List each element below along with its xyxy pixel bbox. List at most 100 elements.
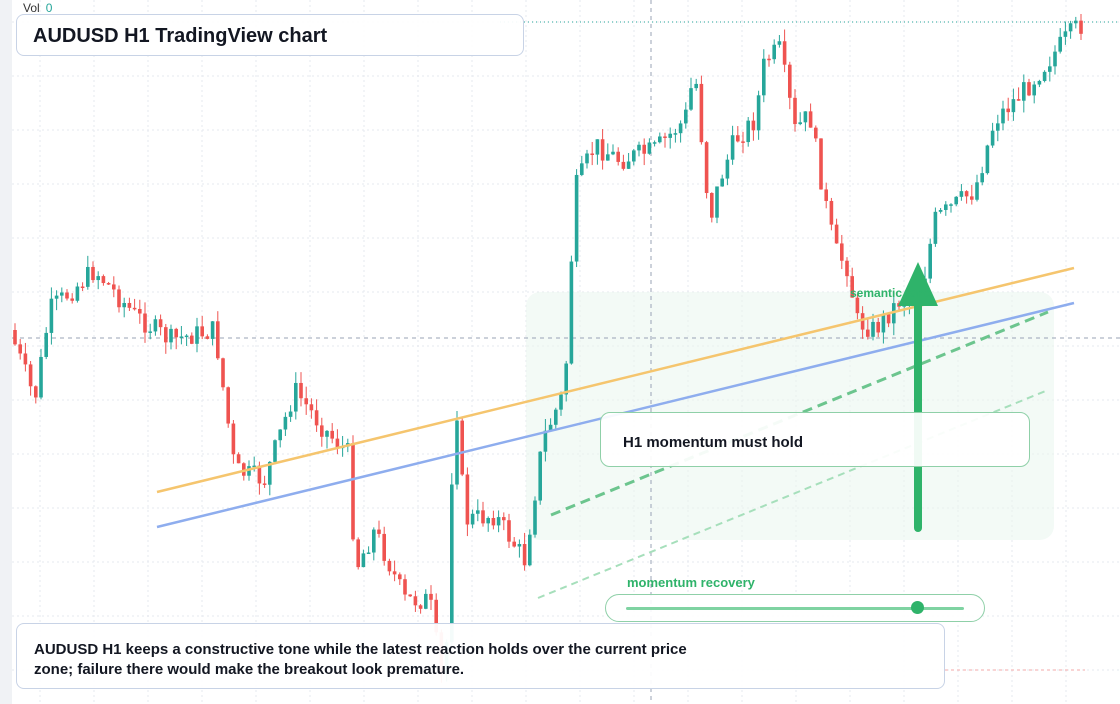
candle-body (96, 276, 100, 281)
summary-text: AUDUSD H1 keeps a constructive tone whil… (34, 641, 687, 678)
candle-body (112, 284, 116, 290)
candle-body (242, 463, 246, 476)
candle-body (710, 193, 714, 218)
momentum-slider[interactable] (605, 594, 985, 622)
candle-body (876, 321, 880, 333)
candle-body (476, 510, 480, 514)
candle-body (127, 302, 132, 308)
candle-body (652, 142, 657, 144)
volume-label: Vol (23, 1, 40, 15)
candle-body (481, 510, 485, 524)
candle-body (450, 484, 454, 643)
volume-readout: Vol 0 (23, 1, 52, 15)
candle-body (39, 356, 43, 398)
candle-body (548, 424, 553, 431)
candle-body (314, 410, 319, 426)
volume-value: 0 (45, 1, 53, 15)
candle-body (65, 292, 69, 299)
candle-body (528, 534, 532, 566)
candle-body (642, 144, 646, 154)
candle-body (366, 552, 371, 555)
candle-body (788, 64, 792, 98)
candle-body (990, 130, 995, 146)
candle-body (101, 276, 106, 284)
candle-body (1006, 108, 1010, 113)
candle-body (382, 533, 386, 561)
candle-body (954, 196, 958, 205)
candle-body (569, 261, 574, 364)
candle-body (678, 123, 683, 134)
candle-body (283, 416, 288, 430)
left-scale-strip (0, 0, 12, 704)
chart-title: AUDUSD H1 TradingView chart (33, 25, 328, 47)
candle-body (294, 382, 298, 412)
candle-body (408, 594, 412, 597)
candle-body (216, 321, 220, 359)
candle-body (845, 260, 849, 277)
candle-body (491, 517, 496, 526)
candle-body (767, 58, 771, 61)
candle-body (252, 465, 256, 468)
candle-body (236, 454, 241, 464)
candle-body (595, 139, 600, 155)
candle-body (424, 593, 428, 609)
candle-body (647, 142, 652, 154)
candle-body (54, 295, 59, 299)
candle-body (834, 224, 839, 244)
candle-body (756, 95, 761, 131)
candle-body (28, 364, 33, 387)
candle-body (330, 430, 334, 439)
candle-body (257, 465, 262, 484)
candle-body (13, 330, 17, 345)
candle-body (808, 111, 813, 128)
candle-body (117, 289, 121, 308)
candle-body (418, 605, 423, 609)
candle-body (1042, 71, 1047, 81)
candle-body (1053, 51, 1057, 67)
candle-body (819, 138, 823, 190)
candle-body (522, 544, 527, 566)
candle-body (169, 328, 173, 343)
candle-body (351, 443, 355, 540)
candle-body (538, 451, 542, 501)
candle-body (938, 209, 943, 212)
summary-card: AUDUSD H1 keeps a constructive tone whil… (16, 623, 945, 689)
candle-body (881, 314, 886, 333)
candle-body (673, 133, 678, 135)
candle-body (1011, 99, 1016, 113)
candle-body (320, 425, 324, 437)
candle-body (964, 191, 969, 197)
candle-body (304, 398, 308, 405)
candle-body (668, 133, 672, 138)
candle-body (361, 553, 366, 568)
candle-body (1063, 31, 1068, 37)
candle-body (959, 191, 964, 197)
candle-body (288, 411, 293, 417)
candle-body (86, 266, 90, 287)
candle-body (980, 173, 984, 183)
candle-body (782, 41, 787, 65)
momentum-arrow-head (898, 262, 938, 306)
callout-text: H1 momentum must hold (623, 434, 804, 451)
candle-body (829, 200, 834, 225)
candle-body (512, 541, 516, 547)
candle-body (1074, 20, 1078, 24)
candle-body (746, 120, 750, 143)
candle-body (736, 135, 740, 142)
candle-body (793, 97, 797, 125)
candle-body (574, 174, 579, 262)
candle-body (377, 529, 381, 534)
candle-body (886, 314, 891, 324)
candle-body (689, 88, 693, 110)
candle-body (632, 150, 636, 162)
candle-body (1068, 23, 1073, 32)
candle-body (49, 298, 54, 333)
candle-body (143, 313, 147, 333)
momentum-knob[interactable] (910, 601, 924, 614)
candle-body (1032, 84, 1036, 96)
momentum-callout: H1 momentum must hold (600, 412, 1030, 467)
candle-body (725, 159, 730, 179)
candle-body (486, 517, 490, 524)
